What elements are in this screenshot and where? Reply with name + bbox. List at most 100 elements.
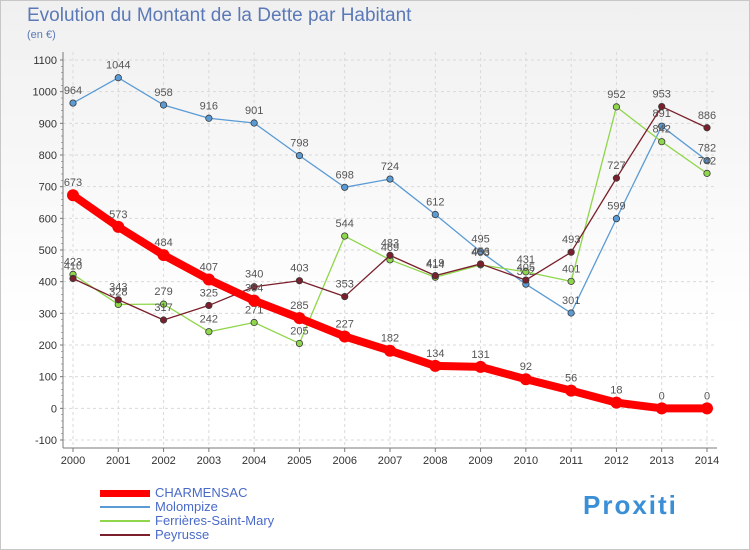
y-tick-label: 200 bbox=[39, 340, 57, 352]
data-label: 279 bbox=[154, 286, 172, 298]
data-point bbox=[341, 232, 349, 240]
data-label: 958 bbox=[154, 87, 172, 99]
data-label: 18 bbox=[610, 385, 622, 397]
data-point bbox=[658, 138, 666, 146]
data-point bbox=[658, 122, 666, 130]
legend-swatch bbox=[100, 534, 150, 536]
data-point bbox=[157, 249, 170, 262]
data-label: 798 bbox=[290, 138, 308, 150]
data-point bbox=[476, 247, 485, 256]
y-tick-label: 1000 bbox=[33, 87, 57, 99]
data-label: 317 bbox=[154, 302, 172, 314]
x-tick-label: 2002 bbox=[151, 455, 175, 467]
data-label: 916 bbox=[200, 100, 218, 112]
legend-item: CHARMENSAC bbox=[100, 485, 400, 500]
data-point bbox=[386, 175, 394, 183]
data-label: 573 bbox=[109, 209, 127, 221]
data-label: 842 bbox=[653, 124, 671, 136]
data-point bbox=[205, 301, 213, 310]
x-tick-label: 2012 bbox=[604, 455, 628, 467]
data-point bbox=[384, 344, 396, 357]
data-label: 953 bbox=[653, 89, 671, 101]
data-point bbox=[159, 300, 168, 308]
y-tick-label: 900 bbox=[39, 118, 57, 130]
data-label: 205 bbox=[290, 325, 308, 337]
data-label: 483 bbox=[381, 237, 399, 249]
data-point bbox=[205, 328, 213, 336]
data-label: 56 bbox=[565, 373, 577, 385]
x-tick-label: 2005 bbox=[287, 455, 311, 467]
data-label: 419 bbox=[426, 258, 444, 270]
y-tick-label: 600 bbox=[39, 213, 57, 225]
data-point bbox=[655, 402, 668, 415]
data-label: 0 bbox=[704, 390, 710, 402]
data-label: 131 bbox=[471, 349, 489, 361]
data-label: 724 bbox=[381, 161, 399, 173]
data-label: 242 bbox=[200, 314, 218, 326]
legend-label: Molompize bbox=[155, 499, 218, 514]
data-label: 410 bbox=[64, 261, 82, 273]
y-tick-label: 100 bbox=[39, 372, 57, 384]
data-label: 1044 bbox=[106, 60, 130, 72]
y-tick-label: 400 bbox=[39, 277, 57, 289]
data-point bbox=[522, 276, 530, 284]
data-point bbox=[519, 373, 532, 386]
legend-swatch bbox=[100, 520, 150, 522]
y-tick-label: 700 bbox=[39, 182, 57, 194]
data-point bbox=[431, 272, 439, 280]
data-label: 612 bbox=[426, 197, 444, 209]
data-label: 134 bbox=[426, 348, 444, 360]
data-label: 271 bbox=[245, 305, 263, 317]
data-label: 698 bbox=[336, 169, 354, 181]
data-point bbox=[567, 277, 575, 285]
data-point bbox=[159, 316, 168, 324]
data-label: 495 bbox=[471, 234, 489, 246]
data-label: 599 bbox=[607, 201, 625, 213]
data-point bbox=[567, 248, 575, 256]
data-point bbox=[159, 101, 168, 109]
data-point bbox=[338, 330, 351, 343]
data-point bbox=[474, 360, 487, 373]
x-tick-label: 2014 bbox=[695, 455, 719, 467]
data-point bbox=[703, 157, 711, 165]
data-point bbox=[431, 210, 439, 219]
data-label: 469 bbox=[381, 242, 399, 254]
data-label: 401 bbox=[562, 263, 580, 275]
data-label: 92 bbox=[520, 361, 532, 373]
data-label: 891 bbox=[653, 108, 671, 120]
y-tick-label: -100 bbox=[35, 435, 57, 447]
legend-item: Molompize bbox=[100, 499, 400, 514]
data-label: 328 bbox=[109, 286, 127, 298]
legend-label: CHARMENSAC bbox=[155, 485, 248, 500]
data-point bbox=[429, 359, 442, 372]
data-point bbox=[612, 174, 621, 182]
data-label: 782 bbox=[698, 143, 716, 155]
data-label: 544 bbox=[336, 218, 354, 230]
x-tick-label: 2006 bbox=[332, 455, 356, 467]
data-label: 340 bbox=[245, 269, 263, 281]
data-point bbox=[610, 396, 623, 409]
legend-item: Ferrières-Saint-Mary bbox=[100, 513, 400, 528]
data-point bbox=[522, 268, 530, 276]
data-point bbox=[114, 74, 122, 82]
data-point bbox=[567, 309, 575, 317]
data-point bbox=[69, 274, 77, 283]
data-point bbox=[205, 114, 213, 122]
data-label: 353 bbox=[336, 279, 354, 291]
legend-swatch bbox=[100, 506, 150, 508]
data-point bbox=[250, 119, 258, 127]
y-tick-label: 1100 bbox=[33, 55, 57, 67]
data-point bbox=[295, 277, 304, 285]
data-label: 456 bbox=[471, 246, 489, 258]
legend-item: Peyrusse bbox=[100, 527, 400, 542]
data-label: 423 bbox=[64, 256, 82, 268]
data-point bbox=[701, 402, 713, 415]
y-tick-label: 500 bbox=[39, 245, 57, 257]
data-point bbox=[295, 152, 304, 160]
data-label: 742 bbox=[698, 155, 716, 167]
data-point bbox=[658, 102, 666, 111]
data-label: 407 bbox=[200, 261, 218, 273]
legend-label: Peyrusse bbox=[155, 527, 210, 542]
data-point bbox=[703, 124, 711, 132]
y-tick-label: 0 bbox=[51, 403, 57, 415]
